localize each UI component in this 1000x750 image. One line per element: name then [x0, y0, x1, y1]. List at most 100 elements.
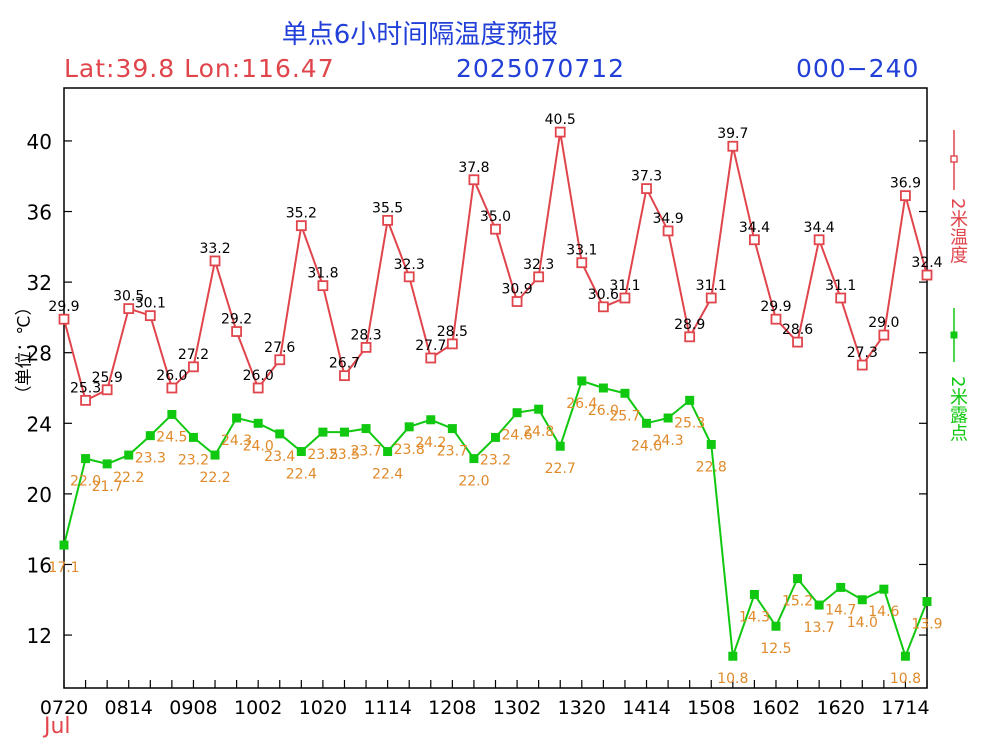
dew-point — [663, 413, 673, 423]
x-tick-label: 1320 — [558, 697, 606, 719]
temp-data-label: 28.9 — [674, 317, 705, 333]
dew-point — [426, 415, 436, 425]
temp-data-label: 27.2 — [178, 347, 209, 363]
dew-point — [124, 450, 134, 460]
x-tick-label: 1002 — [234, 697, 282, 719]
temp-point — [878, 329, 890, 341]
dew-data-label: 22.4 — [372, 467, 403, 483]
dew-data-label: 22.0 — [458, 474, 489, 490]
temp-data-label: 34.4 — [739, 220, 770, 236]
temp-point — [641, 183, 652, 194]
temp-point — [619, 292, 631, 304]
dew-point — [857, 595, 867, 605]
dew-point — [210, 450, 220, 460]
dew-point — [512, 408, 522, 418]
temp-point — [921, 269, 933, 281]
dew-data-label: 10.8 — [717, 671, 748, 687]
dew-point — [296, 447, 306, 457]
temp-data-label: 31.8 — [307, 266, 338, 282]
temp-point — [835, 292, 847, 304]
temp-data-label: 37.3 — [631, 169, 662, 185]
dew-data-label: 23.7 — [437, 444, 468, 460]
dew-data-label: 10.8 — [890, 671, 921, 687]
temp-point — [339, 370, 350, 382]
dew-point — [361, 424, 371, 434]
dew-data-label: 23.2 — [178, 452, 209, 468]
temp-data-label: 26.7 — [329, 356, 360, 372]
temp-data-label: 33.2 — [199, 241, 230, 257]
dew-point — [447, 424, 457, 434]
y-tick-label: 24 — [27, 412, 52, 436]
temp-point — [58, 313, 70, 325]
dew-data-label: 25.3 — [674, 415, 705, 431]
temp-point — [80, 394, 91, 406]
dew-point — [383, 447, 393, 457]
dew-point — [793, 574, 803, 584]
temp-data-label: 31.1 — [609, 278, 640, 294]
dew-point — [491, 432, 500, 442]
forecast-range-label: 000−240 — [796, 54, 920, 83]
temp-data-label: 28.5 — [437, 324, 468, 340]
dew-point — [318, 427, 328, 437]
temp-point — [144, 310, 156, 322]
dew-data-label: 23.2 — [480, 452, 511, 468]
dew-data-label: 13.9 — [911, 617, 942, 633]
dew-point — [749, 589, 759, 599]
temp-data-label: 39.7 — [717, 126, 748, 142]
temp-data-label: 30.6 — [588, 287, 619, 303]
dew-point — [836, 582, 846, 592]
temp-data-label: 28.6 — [782, 322, 813, 338]
temp-data-label: 29.0 — [868, 315, 899, 331]
init-date-label: 2025070712 — [456, 54, 626, 83]
y-tick-label: 12 — [27, 624, 52, 648]
y-tick-label: 20 — [27, 483, 52, 507]
dew-data-label: 21.7 — [92, 479, 123, 495]
y-tick-label: 28 — [27, 342, 52, 366]
temp-data-label: 40.5 — [545, 112, 576, 128]
dew-data-label: 22.8 — [696, 459, 727, 475]
x-tick-label: 0908 — [169, 697, 217, 719]
dew-data-label: 22.2 — [199, 470, 230, 486]
temp-data-label: 27.7 — [415, 338, 446, 354]
temp-data-label: 36.9 — [890, 176, 921, 192]
dew-data-label: 24.2 — [415, 435, 446, 451]
temp-point — [209, 255, 221, 267]
temp-data-label: 30.5 — [113, 289, 144, 305]
dew-point — [577, 376, 587, 386]
temp-data-label: 35.0 — [480, 209, 511, 225]
temp-data-label: 30.1 — [135, 296, 166, 312]
dew-point — [620, 388, 630, 398]
dew-point — [167, 409, 177, 419]
temp-point — [533, 271, 545, 283]
dew-data-label: 26.0 — [588, 403, 619, 419]
dew-data-label: 24.3 — [221, 433, 252, 449]
dew-point — [879, 584, 889, 594]
temp-point — [511, 296, 523, 307]
x-tick-label: 0720 — [40, 697, 88, 719]
dew-point — [404, 422, 414, 432]
temp-data-label: 28.3 — [350, 327, 381, 343]
temp-data-label: 37.8 — [458, 160, 489, 176]
dew-data-label: 24.0 — [243, 438, 274, 454]
temp-data-label: 35.5 — [372, 200, 403, 216]
temp-data-label: 26.0 — [156, 368, 187, 384]
dew-point — [232, 413, 242, 423]
temp-point — [705, 292, 717, 304]
temp-data-label: 25.9 — [92, 370, 123, 386]
dew-point — [728, 651, 738, 661]
temp-data-label: 29.9 — [760, 299, 791, 315]
temp-point — [123, 303, 135, 314]
temp-point — [188, 361, 199, 373]
temp-point — [490, 223, 501, 235]
dew-data-label: 22.7 — [545, 461, 576, 477]
dew-point — [922, 597, 932, 607]
temp-data-label: 29.9 — [48, 299, 79, 315]
dew-data-label: 14.3 — [739, 609, 770, 625]
dew-point — [814, 600, 824, 610]
temp-point — [770, 313, 782, 325]
dew-data-label: 13.7 — [804, 620, 835, 636]
dew-point — [534, 404, 544, 414]
dew-point — [59, 540, 69, 550]
y-tick-label: 36 — [27, 201, 52, 225]
